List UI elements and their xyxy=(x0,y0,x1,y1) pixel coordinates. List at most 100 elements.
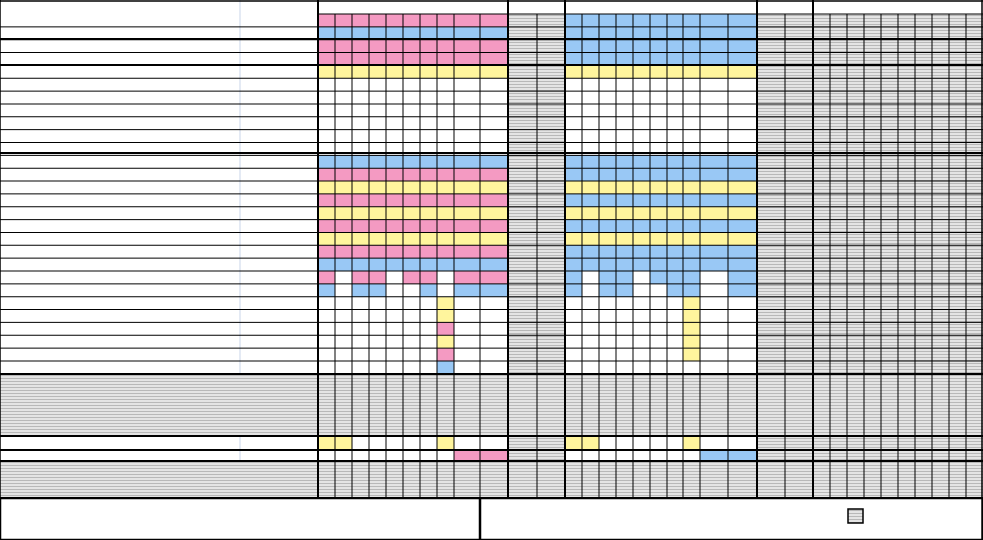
cell xyxy=(633,14,650,27)
cell xyxy=(437,103,454,117)
cell xyxy=(369,65,386,79)
cell xyxy=(386,168,403,182)
cell xyxy=(403,348,420,361)
cell xyxy=(335,258,352,271)
cell xyxy=(599,91,616,104)
cell xyxy=(437,450,454,461)
cell xyxy=(352,436,369,450)
cell xyxy=(582,91,599,104)
cell xyxy=(335,219,352,233)
cell xyxy=(318,116,335,130)
cell xyxy=(480,155,508,169)
cell xyxy=(582,309,599,323)
cell xyxy=(633,335,650,349)
cell xyxy=(454,258,480,271)
cell xyxy=(420,65,437,79)
cell xyxy=(480,91,508,104)
cell xyxy=(683,168,700,182)
cell xyxy=(437,91,454,104)
cell xyxy=(369,39,386,53)
cell xyxy=(437,39,454,53)
cell xyxy=(565,206,582,220)
cell xyxy=(369,219,386,233)
cell xyxy=(454,193,480,207)
cell xyxy=(616,309,633,323)
cell xyxy=(633,309,650,323)
cell xyxy=(335,271,352,284)
cell xyxy=(650,271,667,284)
cell xyxy=(318,258,335,271)
cell xyxy=(352,232,369,246)
cell xyxy=(386,78,403,92)
cell xyxy=(420,193,437,207)
cell xyxy=(437,193,454,207)
cell xyxy=(318,103,335,117)
cell xyxy=(599,168,616,182)
cell xyxy=(650,65,667,79)
cell xyxy=(700,52,728,66)
shaded xyxy=(0,374,983,436)
cell xyxy=(335,360,352,374)
cell xyxy=(420,335,437,349)
cell xyxy=(352,348,369,361)
cell xyxy=(700,168,728,182)
cell xyxy=(480,193,508,207)
cell xyxy=(454,296,480,310)
cell xyxy=(369,129,386,143)
cell xyxy=(565,103,582,117)
cell xyxy=(582,283,599,297)
cell xyxy=(616,168,633,182)
cell xyxy=(335,26,352,40)
cell xyxy=(420,116,437,130)
cell xyxy=(683,360,700,374)
cell xyxy=(454,309,480,323)
cell xyxy=(616,348,633,361)
cell xyxy=(454,335,480,349)
cell xyxy=(683,78,700,92)
cell xyxy=(616,14,633,27)
cell xyxy=(420,348,437,361)
cell xyxy=(700,348,728,361)
cell xyxy=(318,91,335,104)
cell xyxy=(386,309,403,323)
cell xyxy=(667,103,683,117)
cell xyxy=(403,52,420,66)
cell xyxy=(667,91,683,104)
cell xyxy=(728,232,757,246)
cell xyxy=(335,322,352,336)
cell xyxy=(650,129,667,143)
cell xyxy=(683,450,700,461)
cell xyxy=(599,309,616,323)
cell xyxy=(599,116,616,130)
cell xyxy=(599,322,616,336)
cell xyxy=(633,283,650,297)
cell xyxy=(437,335,454,349)
cell xyxy=(616,116,633,130)
cell xyxy=(582,322,599,336)
cell xyxy=(700,193,728,207)
cell xyxy=(728,116,757,130)
cell xyxy=(335,52,352,66)
cell xyxy=(480,335,508,349)
cell xyxy=(420,232,437,246)
cell xyxy=(352,39,369,53)
cell xyxy=(386,26,403,40)
cell xyxy=(616,450,633,461)
cell xyxy=(403,129,420,143)
cell xyxy=(650,232,667,246)
cell xyxy=(683,193,700,207)
cell xyxy=(369,258,386,271)
cell xyxy=(700,335,728,349)
cell xyxy=(616,65,633,79)
cell xyxy=(386,65,403,79)
cell xyxy=(352,283,369,297)
cell xyxy=(369,78,386,92)
cell xyxy=(437,26,454,40)
cell xyxy=(728,78,757,92)
cell xyxy=(480,14,508,27)
cell xyxy=(650,296,667,310)
cell xyxy=(565,65,582,79)
cell xyxy=(480,26,508,40)
cell xyxy=(454,322,480,336)
cell xyxy=(599,155,616,169)
